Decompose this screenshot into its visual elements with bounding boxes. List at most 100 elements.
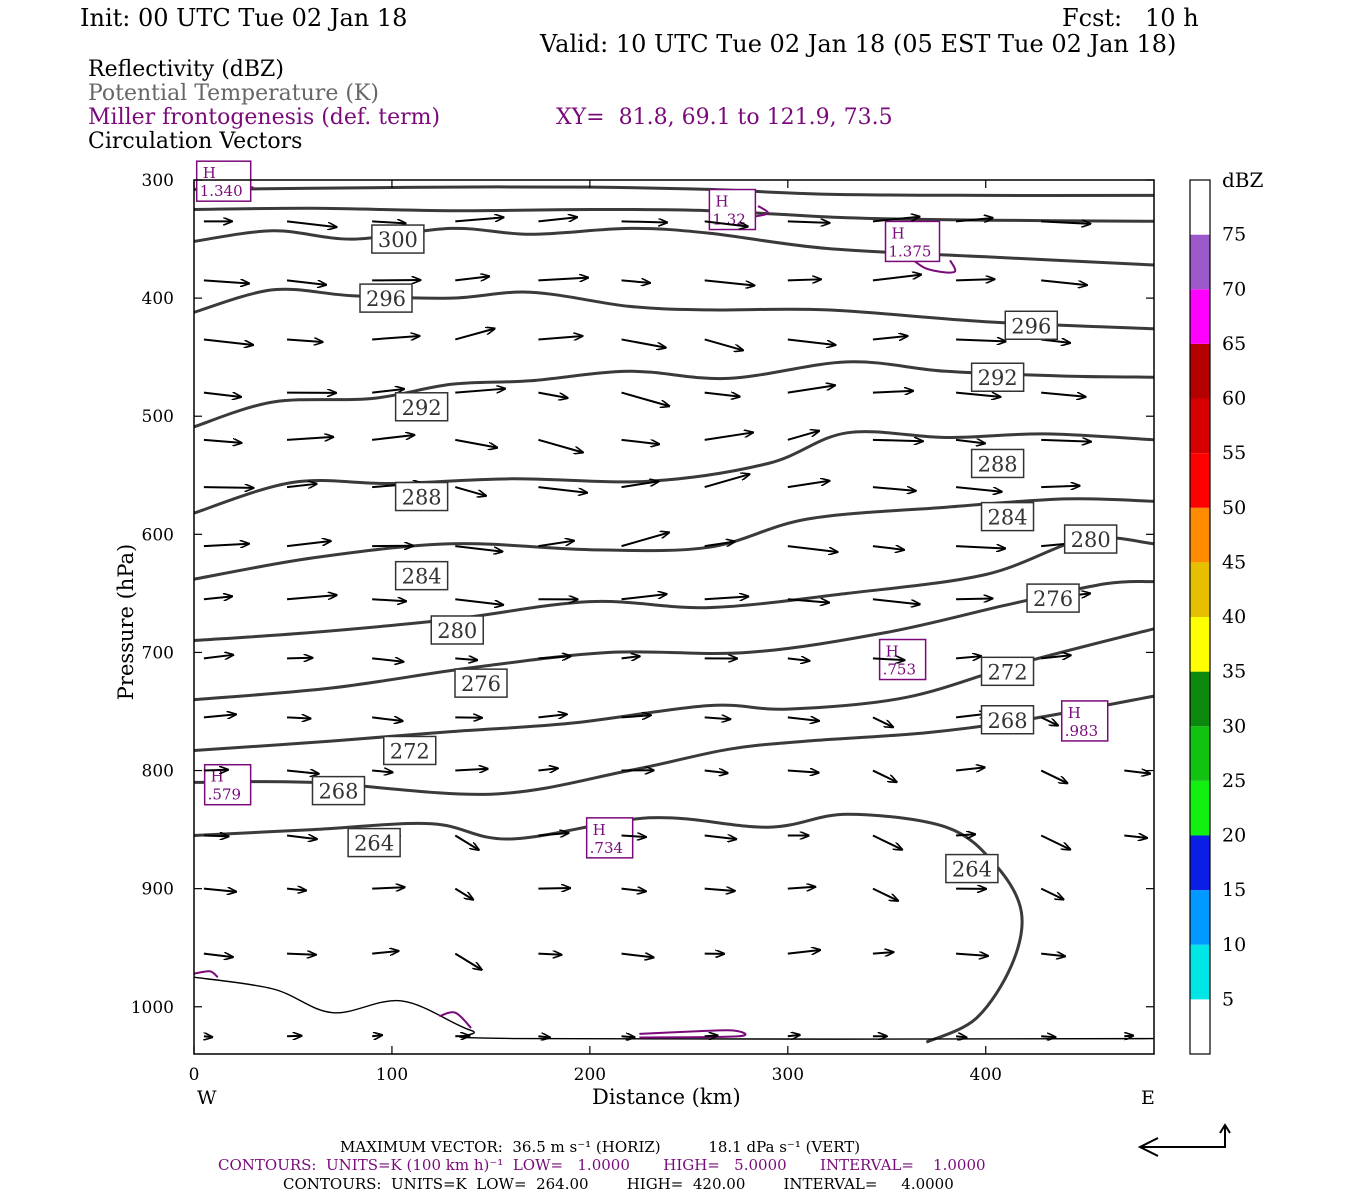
circulation-vector (621, 954, 654, 958)
circulation-vector (372, 658, 403, 661)
colorbar-cell (1190, 234, 1210, 290)
circulation-vector (872, 598, 920, 604)
circulation-vector (955, 954, 988, 956)
x-tick-label: 400 (970, 1065, 1002, 1085)
frontogenesis-max-label: H (593, 821, 606, 839)
circulation-vector (955, 391, 1000, 397)
circulation-vector (203, 596, 232, 599)
circulation-vector (455, 486, 486, 496)
circulation-vector (955, 834, 975, 835)
colorbar-tick-label: 60 (1222, 388, 1246, 410)
max-vector-label: MAXIMUM VECTOR: 36.5 m s⁻¹ (HORIZ) 18.1 … (340, 1138, 861, 1156)
theta-contour-label-box (970, 362, 1025, 392)
circulation-vector (1040, 769, 1067, 784)
reference-vector-icon (1137, 1123, 1231, 1157)
circulation-vector (872, 952, 894, 953)
circulation-vector (787, 221, 830, 223)
theta-contour-label-box (383, 735, 437, 766)
circulation-vector (538, 888, 570, 889)
theta-contour-label-box (430, 615, 485, 645)
circulation-vector (454, 887, 473, 900)
colorbar-cell (1190, 890, 1210, 945)
circulation-vector (1041, 221, 1090, 223)
circulation-vector (621, 481, 659, 489)
theta-contour-label-box (980, 705, 1035, 735)
circulation-vector (538, 336, 582, 339)
theta-contour-label-box (945, 853, 999, 884)
theta-contour-300 (193, 226, 1155, 267)
theta-contour-label: 276 (461, 672, 501, 696)
theta-contour-label: 284 (987, 506, 1027, 530)
circulation-vector (704, 279, 755, 285)
circulation-vector (203, 544, 249, 546)
theta-contour-label: 292 (978, 366, 1018, 390)
theta-contour-label: 300 (378, 228, 418, 252)
theta-contour-info: CONTOURS: UNITS=K LOW= 264.00 HIGH= 420.… (283, 1175, 954, 1193)
circulation-vector (872, 336, 907, 339)
circulation-vector (203, 487, 253, 488)
reflectivity-colorbar: 5 10 15 20 25 30 35 40 45 50 55 60 65 70 75 (1189, 179, 1246, 1055)
circulation-vector (286, 717, 310, 718)
circulation-vector (286, 339, 323, 342)
x-axis-title: Distance (km) (592, 1085, 741, 1109)
circulation-vector (203, 714, 236, 717)
circulation-vector (955, 486, 1002, 492)
circulation-vector (286, 836, 317, 840)
circulation-vector (872, 834, 902, 850)
circulation-vector (956, 598, 992, 599)
theta-contour-label: 296 (1011, 314, 1051, 338)
circulation-vectors (204, 217, 1150, 1038)
colorbar-tick-label: 5 (1222, 988, 1234, 1010)
circulation-vector (787, 431, 819, 441)
theta-contour-label-box (347, 827, 401, 858)
circulation-vector (787, 1035, 800, 1036)
circulation-vector (872, 217, 920, 223)
circulation-vector (787, 599, 829, 602)
circulation-vector (704, 542, 735, 548)
x-tick-label: 0 (189, 1065, 200, 1085)
circulation-vector (704, 1036, 718, 1037)
x-tick-label: 200 (574, 1065, 606, 1085)
y-tick-label: 700 (142, 643, 174, 663)
circulation-vector (787, 385, 835, 394)
circulation-vector (286, 279, 326, 284)
y-axis-title: Pressure (hPa) (114, 543, 138, 701)
theta-contour-label: 272 (987, 660, 1027, 684)
frontogenesis-max-value: .734 (590, 839, 623, 857)
circulation-vector (704, 889, 735, 891)
colorbar-unit-label: dBZ (1222, 168, 1264, 192)
colorbar-cell (1190, 671, 1210, 727)
circulation-vector (538, 486, 587, 493)
colorbar-tick-label: 45 (1222, 551, 1246, 573)
circulation-vector (203, 770, 228, 771)
colorbar-tick-label: 20 (1222, 825, 1246, 847)
circulation-vector (1041, 655, 1071, 658)
circulation-vector (455, 658, 477, 660)
circulation-vector (704, 771, 728, 774)
circulation-vector (787, 658, 810, 661)
circulation-vector (203, 280, 249, 283)
circulation-vector (203, 440, 242, 443)
circulation-vector (872, 658, 904, 660)
circulation-vector (704, 391, 740, 397)
theta-contour-label-box (970, 448, 1025, 479)
circulation-vector (203, 655, 233, 659)
frontogenesis-max-value: .579 (208, 786, 241, 804)
circulation-vector (538, 768, 557, 770)
circulation-vector (372, 887, 404, 888)
circulation-vector (286, 595, 337, 601)
colorbar-tick-label: 15 (1222, 879, 1246, 901)
y-tick-label: 300 (142, 171, 174, 191)
colorbar-cell (1190, 999, 1210, 1054)
frontogenesis-max-box (1060, 700, 1109, 742)
legend-potential-temperature: Potential Temperature (K) (88, 81, 379, 106)
circulation-vector (787, 481, 830, 489)
circulation-vector (538, 217, 577, 223)
theta-contour-label-box (359, 283, 413, 313)
frontogenesis-max-box (195, 160, 252, 202)
circulation-vector (704, 220, 748, 226)
y-tick-label: 800 (142, 762, 174, 782)
colorbar-tick-label: 75 (1222, 224, 1246, 246)
theta-contour-label: 280 (1071, 528, 1111, 552)
frontogenesis-max-label: H (886, 643, 899, 661)
